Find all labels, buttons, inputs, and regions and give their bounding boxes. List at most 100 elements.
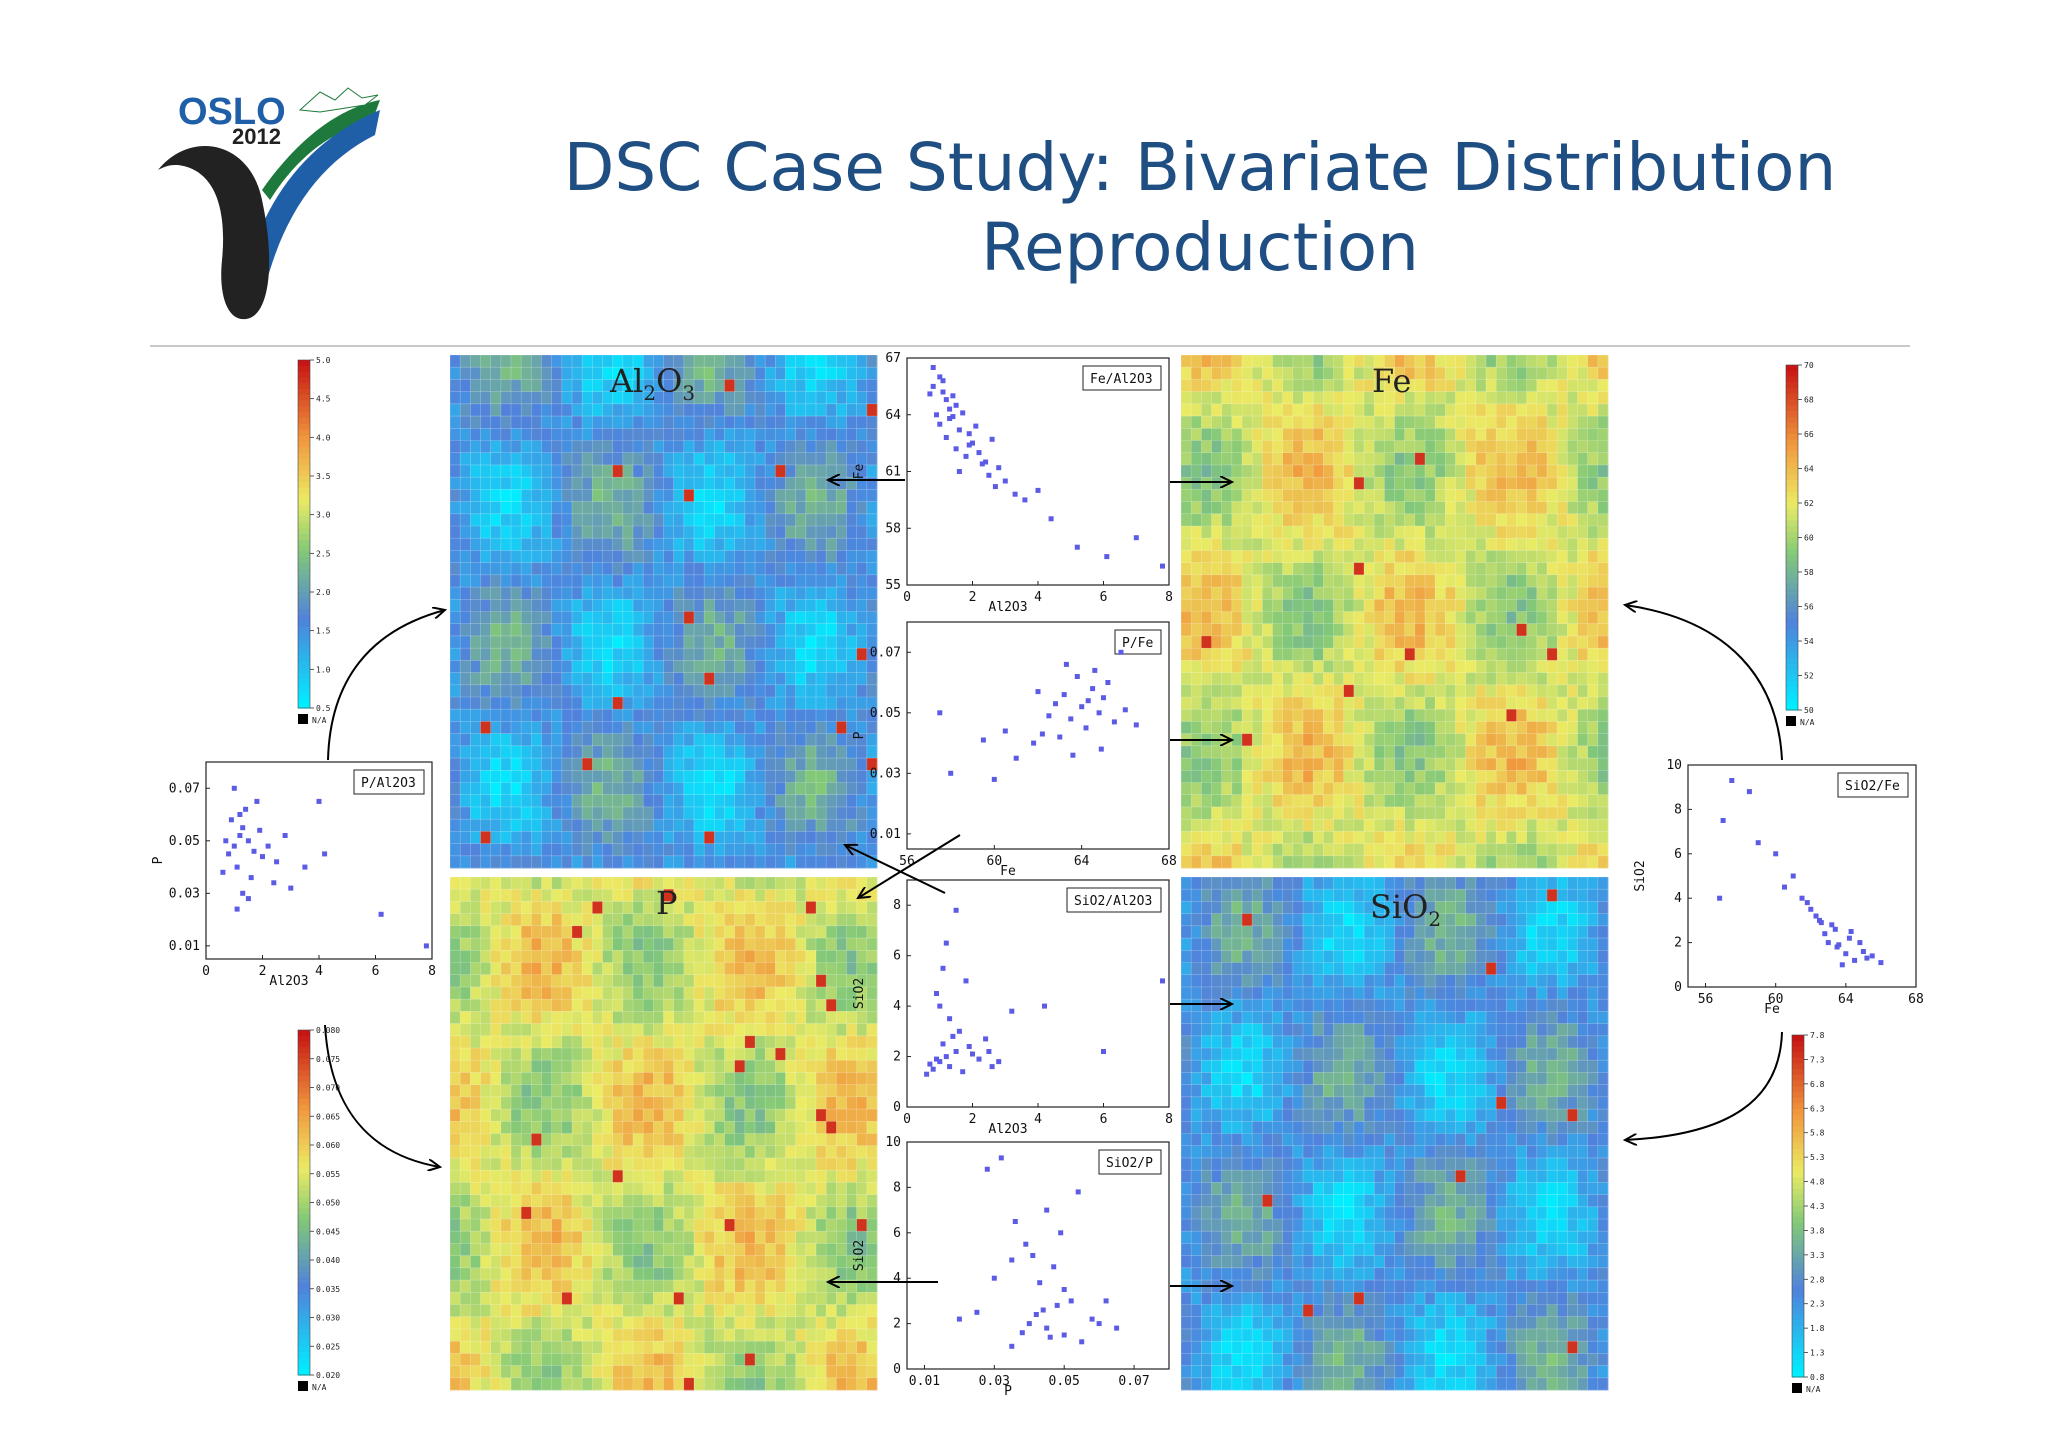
map-cell [653,416,664,429]
map-cell [582,1365,593,1379]
map-cell [531,1255,542,1269]
map-cell [653,733,664,747]
map-cell [1394,806,1406,820]
map-cell [673,1060,685,1073]
map-cell [633,464,644,478]
map-cell [683,950,695,963]
map-cell [734,1353,746,1366]
map-cell [704,464,715,478]
map-cell [1262,623,1273,637]
map-cell [490,950,502,963]
map-cell [572,477,583,490]
map-cell [765,562,776,576]
map-cell [1333,733,1345,747]
map-cell [1353,684,1365,698]
map-cell [785,355,797,368]
map-cell [1425,819,1436,832]
map-cell [1567,501,1578,515]
map-cell [500,806,512,820]
map-cell [470,526,481,539]
map-cell [480,623,492,637]
map-cell [531,489,542,502]
map-cell [521,1133,532,1147]
map-cell [1455,660,1467,673]
map-cell [1496,709,1507,722]
map-cell [1435,452,1446,466]
map-cell [541,1353,553,1366]
map-cell [643,1231,654,1244]
map-cell [653,1133,664,1147]
map-cell [633,999,644,1012]
map-cell [744,806,756,820]
map-cell [450,562,461,576]
map-cell [521,452,532,466]
map-cell [1475,428,1487,441]
map-cell [1557,843,1568,857]
map-cell [490,440,502,454]
map-cell [653,843,664,857]
map-cell [572,1243,583,1257]
map-cell [1455,428,1467,441]
map-cell [694,1231,705,1244]
map-cell [480,1072,492,1086]
map-cell [622,1157,634,1171]
map-cell [1313,758,1324,771]
map-cell [1262,379,1273,393]
map-cell [1425,587,1436,600]
map-cell [704,843,715,857]
map-cell [1526,635,1538,649]
map-cell [582,794,593,808]
map-cell [1547,403,1558,417]
map-cell [1353,391,1365,405]
map-cell [1323,684,1334,698]
map-cell [592,379,603,393]
map-cell [755,1084,766,1098]
map-cell [1445,562,1456,576]
map-cell [1353,550,1365,564]
map-cell [1557,721,1568,735]
map-cell [1242,648,1253,661]
map-cell [653,745,664,759]
map-cell [1567,489,1578,502]
map-cell [1252,526,1263,539]
map-cell [633,1328,644,1342]
map-cell [805,770,817,783]
map-cell [511,1194,522,1208]
map-cell [1242,782,1253,796]
map-cell [826,538,837,551]
map-cell [1313,367,1324,380]
map-cell [643,1255,654,1269]
map-cell [1455,733,1467,747]
map-cell [622,1243,634,1257]
map-cell [826,758,837,771]
map-cell [1242,806,1253,820]
map-cell [663,999,675,1012]
map-cell [734,950,746,963]
map-cell [551,1292,563,1305]
map-cell [1252,452,1263,466]
map-cell [1181,623,1192,637]
map-cell [1181,721,1192,735]
map-cell [785,770,797,783]
map-cell [1221,489,1233,502]
map-cell [1211,538,1223,551]
map-cell [1394,379,1406,393]
map-cell [572,1231,583,1244]
map-cell [561,1255,573,1269]
logo-black-swoosh [158,146,270,320]
map-cell [1353,782,1365,796]
map-cell [602,489,614,502]
map-cell [755,974,766,988]
map-cell [724,367,736,380]
map-cell [1282,782,1294,796]
map-cell [633,1206,644,1220]
map-cell [714,1280,725,1293]
map-cell [612,1328,624,1342]
map-cell [866,709,878,722]
map-cell [1547,745,1558,759]
map-cell [846,526,858,539]
map-cell [1425,697,1436,710]
map-cell [1597,635,1609,649]
map-cell [704,684,715,698]
map-cell [622,403,634,417]
